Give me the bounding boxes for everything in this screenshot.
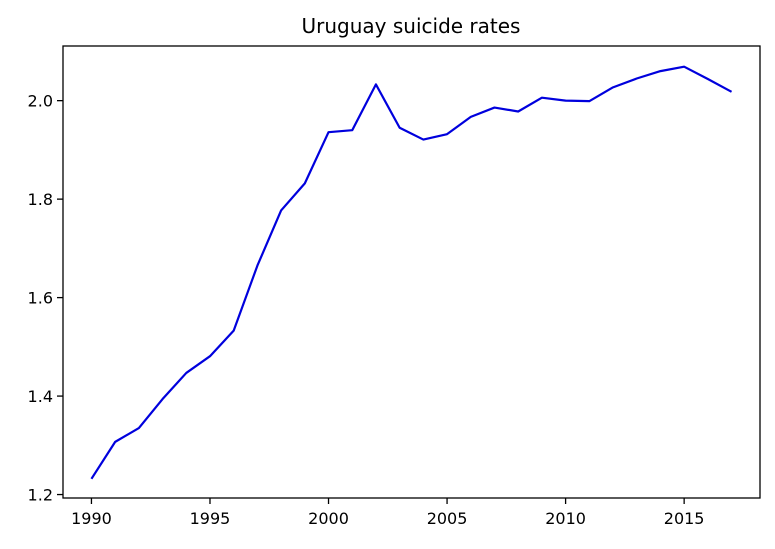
y-tick-label: 1.6 (28, 289, 53, 308)
y-tick-label: 1.2 (28, 486, 53, 505)
x-tick-label: 1995 (190, 509, 231, 528)
y-tick-label: 1.8 (28, 190, 53, 209)
x-tick-label: 1990 (71, 509, 112, 528)
series-line (90, 65, 733, 480)
y-axis: 1.2 1.4 1.6 1.8 2.0 (28, 92, 63, 505)
y-tick-label: 1.4 (28, 387, 53, 406)
axes-frame (62, 45, 761, 499)
chart-title: Uruguay suicide rates (302, 14, 521, 38)
y-tick-label: 2.0 (28, 92, 53, 111)
x-tick-label: 2010 (545, 509, 586, 528)
x-axis: 1990 1995 2000 2005 2010 2015 (71, 498, 704, 528)
x-tick-label: 2015 (664, 509, 705, 528)
x-tick-label: 2005 (427, 509, 468, 528)
x-tick-label: 2000 (308, 509, 349, 528)
plot-area (90, 65, 733, 480)
